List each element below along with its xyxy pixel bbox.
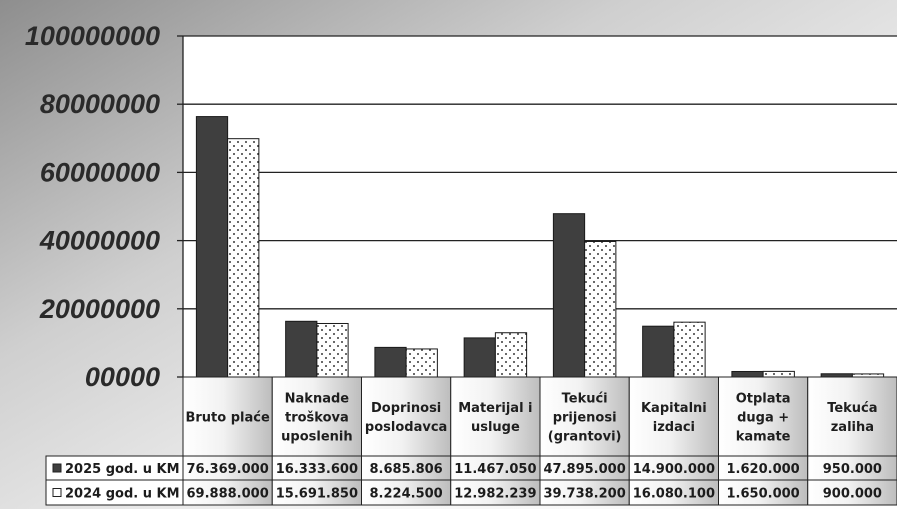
category-label: Kapitalni xyxy=(641,401,707,416)
value-cell xyxy=(807,455,897,481)
y-axis: 00000 20000000 40000000 60000000 80000000 100… xyxy=(25,21,184,392)
value-cell xyxy=(450,455,541,481)
data-label: 69.888.000 xyxy=(187,487,269,502)
bar-2025 xyxy=(374,346,407,378)
y-tick-label: 40000000 xyxy=(39,226,160,256)
bar-2025 xyxy=(195,116,229,378)
category-label: (grantovi) xyxy=(548,430,622,445)
gridlines xyxy=(183,35,897,310)
value-cell xyxy=(718,479,809,506)
bar-2025 xyxy=(552,213,586,378)
bar-2024 xyxy=(405,348,438,378)
y-tick-label: 60000000 xyxy=(40,157,160,187)
value-cell xyxy=(628,455,719,481)
bars xyxy=(195,116,885,378)
value-cell xyxy=(182,479,273,506)
category-label: uposlenih xyxy=(281,430,352,445)
bar-2025 xyxy=(642,325,675,378)
value-cell xyxy=(539,455,630,481)
bar-2024 xyxy=(584,240,617,378)
category-label: Doprinosi xyxy=(371,401,441,416)
bar-2024 xyxy=(494,332,528,378)
value-cell xyxy=(807,479,897,506)
bar-2025 xyxy=(463,337,496,378)
value-cell xyxy=(271,479,362,506)
data-label: 1.620.000 xyxy=(727,462,800,477)
category-label: Tekući xyxy=(562,392,608,407)
bar-2025 xyxy=(285,320,318,378)
category-cell xyxy=(450,376,541,457)
data-label: 8.224.500 xyxy=(370,487,443,502)
category-label: Naknade xyxy=(285,392,350,407)
category-cell xyxy=(718,376,809,457)
y-tick-label: 100000000 xyxy=(25,21,160,51)
data-label: 15.691.850 xyxy=(276,487,358,502)
data-label: 8.685.806 xyxy=(370,462,443,477)
category-label: izdaci xyxy=(653,420,695,435)
data-label: 950.000 xyxy=(823,462,882,477)
category-cell xyxy=(628,376,719,457)
category-label: zaliha xyxy=(831,420,874,435)
data-label: 900.000 xyxy=(823,487,882,502)
category-cell xyxy=(807,376,897,457)
data-label: 47.895.000 xyxy=(544,462,626,477)
series-name: 2025 god. u KM xyxy=(65,462,180,477)
data-label: 11.467.050 xyxy=(454,462,536,477)
bar-2024 xyxy=(316,322,349,378)
value-cell xyxy=(271,455,362,481)
category-label: Bruto plaće xyxy=(185,411,269,426)
value-cell xyxy=(539,479,630,506)
legend-key xyxy=(52,488,62,497)
y-tick-label: 20000000 xyxy=(39,294,160,324)
category-label: Materijal i xyxy=(458,401,532,416)
value-cell xyxy=(450,479,541,506)
value-cell xyxy=(718,455,809,481)
category-label: duga + xyxy=(737,411,789,426)
bar-2024 xyxy=(673,321,706,378)
category-cell xyxy=(271,376,362,457)
category-cell xyxy=(361,376,452,457)
category-cell xyxy=(539,376,630,457)
y-tick-label: 80000000 xyxy=(40,89,160,119)
category-label: prijenosi xyxy=(553,411,617,426)
series-name: 2024 god. u KM xyxy=(65,487,180,502)
category-label: Tekuća xyxy=(827,401,877,416)
category-label: kamate xyxy=(736,430,791,445)
category-cell xyxy=(182,376,273,457)
category-label: Otplata xyxy=(736,392,791,407)
data-label: 16.333.600 xyxy=(276,462,358,477)
category-label: troškova xyxy=(285,411,349,426)
plot-area xyxy=(183,36,897,377)
data-label: 12.982.239 xyxy=(454,487,536,502)
bar-2024 xyxy=(762,370,795,378)
data-table: Bruto plaće Naknade troškova uposlenih Dopri… xyxy=(45,376,897,506)
data-label: 1.650.000 xyxy=(727,487,800,502)
data-label: 39.738.200 xyxy=(544,487,626,502)
category-label: poslodavca xyxy=(365,420,447,435)
data-label: 16.080.100 xyxy=(633,487,715,502)
y-tick-label: 00000 xyxy=(85,362,160,392)
legend-key xyxy=(52,463,62,473)
data-label: 14.900.000 xyxy=(633,462,715,477)
value-cell xyxy=(628,479,719,506)
bar-2024 xyxy=(227,138,260,378)
category-label: usluge xyxy=(471,420,520,435)
data-label: 76.369.000 xyxy=(187,462,269,477)
series-name-cell xyxy=(45,479,184,506)
value-cell xyxy=(361,479,452,506)
bar-2025 xyxy=(731,370,764,378)
